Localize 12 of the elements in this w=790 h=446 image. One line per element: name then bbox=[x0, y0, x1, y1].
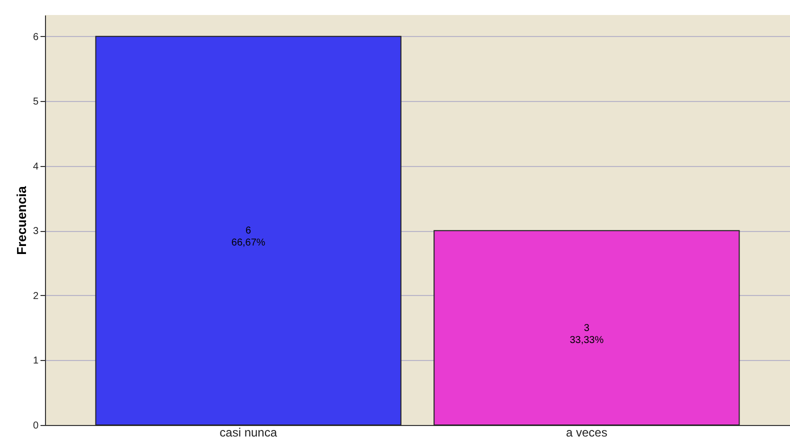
y-tick-label: 5 bbox=[32, 96, 39, 108]
y-tick-label: 2 bbox=[32, 290, 39, 302]
y-tick-label: 1 bbox=[32, 356, 39, 367]
data-label: 3 33,33% bbox=[570, 322, 604, 346]
y-axis-title: Frecuencia bbox=[14, 185, 29, 255]
x-tick-label: casi nunca bbox=[220, 426, 278, 440]
y-tick-label: 4 bbox=[32, 161, 39, 172]
y-tick-label: 3 bbox=[32, 226, 39, 238]
x-tick-label: a veces bbox=[566, 426, 608, 440]
data-label: 6 66,67% bbox=[231, 226, 266, 249]
y-tick-label: 0 bbox=[32, 420, 39, 432]
y-tick-label: 6 bbox=[32, 32, 39, 43]
